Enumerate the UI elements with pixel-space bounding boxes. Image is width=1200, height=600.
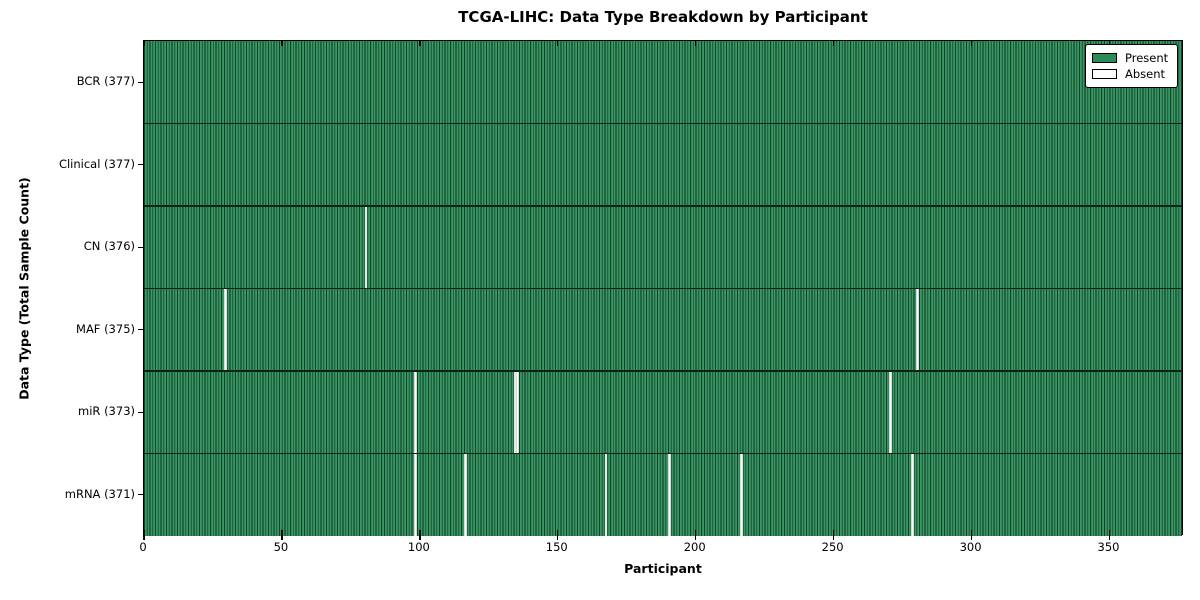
- x-tick-label-250: 250: [821, 540, 844, 554]
- chart-title: TCGA-LIHC: Data Type Breakdown by Partic…: [458, 8, 868, 26]
- y-tick-mir: [137, 411, 143, 413]
- row-boundary: [144, 287, 1182, 290]
- legend-label-present: Present: [1125, 51, 1169, 65]
- y-tick-cn: [137, 246, 143, 248]
- x-tick-top-0: [143, 41, 145, 46]
- row-bcr: [144, 41, 1182, 124]
- x-tick-bottom-200: [695, 530, 697, 540]
- x-tick-bottom-250: [833, 530, 835, 540]
- row-boundary: [144, 370, 1182, 372]
- absent-gap-mrna-116: [464, 453, 467, 536]
- x-tick-label-50: 50: [273, 540, 289, 554]
- y-tick-label-mrna: mRNA (371): [64, 486, 135, 501]
- row-boundary: [144, 452, 1182, 455]
- y-tick-label-cn: CN (376): [83, 239, 135, 254]
- x-tick-bottom-150: [557, 530, 559, 540]
- absent-gap-mir-134: [513, 371, 517, 454]
- x-tick-bottom-300: [970, 530, 973, 540]
- absent-gap-cn-80: [364, 206, 368, 289]
- plot-area: [137, 40, 1183, 540]
- row-boundary: [144, 205, 1182, 207]
- x-tick-top-200: [695, 41, 697, 46]
- y-tick-label-mir: miR (373): [78, 404, 135, 419]
- absent-gap-mir-98: [414, 371, 418, 454]
- x-tick-bottom-0: [143, 530, 145, 540]
- absent-gap-mrna-190: [668, 453, 671, 536]
- x-tick-label-0: 0: [139, 540, 147, 554]
- row-maf: [144, 288, 1182, 371]
- row-clinical: [144, 123, 1182, 206]
- y-axis-label: Data Type (Total Sample Count): [16, 177, 32, 400]
- x-axis-label: Participant: [624, 561, 702, 576]
- row-cn: [144, 206, 1182, 289]
- y-tick-label-bcr: BCR (377): [76, 74, 135, 89]
- row-boundary: [144, 122, 1182, 125]
- x-tick-label-200: 200: [683, 540, 706, 554]
- absent-gap-mrna-167: [604, 453, 608, 536]
- x-tick-top-250: [833, 41, 835, 46]
- x-tick-top-50: [281, 41, 283, 46]
- x-tick-bottom-100: [419, 530, 421, 540]
- absent-gap-mir-270: [888, 371, 892, 454]
- x-tick-top-300: [970, 41, 973, 46]
- y-tick-label-maf: MAF (375): [76, 321, 135, 336]
- y-tick-label-clinical: Clinical (377): [58, 156, 135, 171]
- absent-gap-maf-29: [224, 288, 227, 371]
- x-tick-label-350: 350: [1097, 540, 1120, 554]
- y-tick-bcr: [137, 81, 143, 83]
- absent-gap-mir-135: [516, 371, 520, 454]
- x-tick-top-100: [419, 41, 421, 46]
- x-tick-top-350: [1108, 41, 1111, 46]
- x-tick-bottom-350: [1108, 530, 1111, 540]
- legend-swatch-absent: [1092, 69, 1117, 79]
- absent-gap-mrna-278: [910, 453, 914, 536]
- legend-swatch-present: [1092, 53, 1117, 63]
- y-tick-maf: [137, 329, 143, 331]
- row-mrna: [144, 453, 1182, 536]
- absent-gap-maf-280: [916, 288, 920, 371]
- legend: Present Absent: [1085, 44, 1178, 88]
- x-tick-label-100: 100: [407, 540, 430, 554]
- x-tick-label-150: 150: [545, 540, 568, 554]
- legend-entry-absent: Absent: [1092, 66, 1171, 82]
- row-mir: [144, 371, 1182, 454]
- x-tick-bottom-50: [281, 530, 283, 540]
- absent-gap-mrna-216: [739, 453, 743, 536]
- x-tick-label-300: 300: [959, 540, 982, 554]
- y-tick-mrna: [137, 494, 143, 496]
- x-tick-top-150: [557, 41, 559, 46]
- absent-gap-mrna-98: [414, 453, 418, 536]
- legend-label-absent: Absent: [1125, 67, 1166, 81]
- legend-entry-present: Present: [1092, 50, 1171, 66]
- y-tick-clinical: [137, 164, 143, 166]
